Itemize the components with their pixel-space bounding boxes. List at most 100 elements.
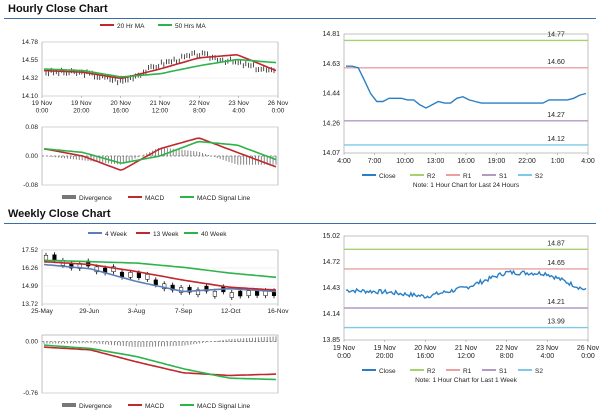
y-tick-label: 14.43	[322, 285, 340, 292]
price-candle	[187, 286, 192, 293]
price-candle	[229, 292, 234, 298]
legend-s1: S1	[499, 368, 507, 375]
x-tick-label: 21 Nov 12:00	[150, 100, 171, 115]
x-tick-label: 16:00	[457, 158, 475, 165]
legend-s2: S2	[535, 173, 543, 180]
x-tick-label: 22 Nov 8:00	[496, 345, 519, 360]
legend-13-week: 13 Week	[153, 231, 179, 238]
series-macd	[43, 137, 277, 171]
y-tick-label: 14.63	[322, 61, 340, 68]
level-label-s2: 13.99	[547, 319, 565, 326]
series-macd-signal-line	[43, 140, 277, 164]
y-tick-label: 14.10	[22, 93, 39, 100]
legend-divergence-swatch	[62, 195, 76, 199]
y-tick-label: 14.78	[22, 39, 39, 46]
x-tick-label: 23 Nov 4:00	[536, 345, 559, 360]
weekly-section-title: Weekly Close Chart	[8, 208, 111, 220]
level-label-r1: 14.60	[547, 59, 565, 66]
legend-20-hr-ma: 20 Hr MA	[117, 23, 145, 30]
x-tick-label: 23 Nov 4:00	[228, 100, 249, 115]
price-candle	[153, 279, 158, 286]
y-tick-label: 14.44	[322, 91, 340, 98]
x-tick-label: 22 Nov 8:00	[189, 100, 210, 115]
y-tick-label: 16.26	[22, 265, 39, 272]
x-tick-label: 25-May	[31, 308, 53, 315]
legend-r2: R2	[427, 173, 436, 180]
legend-r1: R1	[463, 173, 472, 180]
x-tick-label: 13:00	[427, 158, 445, 165]
price-candle	[52, 254, 57, 261]
x-tick-label: 4:00	[337, 158, 351, 165]
legend-50-hrs-ma: 50 Hrs MA	[175, 23, 206, 30]
y-tick-label: 0.00	[25, 339, 38, 346]
level-label-r1: 14.65	[547, 260, 565, 267]
x-tick-label: 1:00	[551, 158, 565, 165]
series-50-hrs-ma	[43, 58, 277, 78]
level-label-s2: 14.12	[547, 136, 565, 143]
price-candle	[128, 272, 133, 278]
y-tick-label: 14.81	[322, 31, 340, 38]
plot-area	[343, 235, 589, 341]
price-candle	[255, 290, 260, 296]
hourly-section-title: Hourly Close Chart	[8, 3, 108, 15]
y-tick-label: -0.76	[23, 390, 38, 397]
series-20-hr-ma	[43, 53, 277, 80]
y-tick-label: 14.26	[322, 120, 340, 127]
level-label-s1: 14.27	[547, 112, 565, 119]
legend-4-week: 4 Week	[105, 231, 128, 238]
x-tick-label: 21 Nov 12:00	[455, 345, 478, 360]
legend-close: Close	[379, 368, 396, 375]
series-40-week	[43, 259, 277, 279]
legend-close: Close	[379, 173, 396, 180]
x-tick-label: 20 Nov 16:00	[414, 345, 437, 360]
y-tick-label: 13.85	[322, 337, 340, 344]
chart-note: Note: 1 Hour Chart for Last 24 Hours	[413, 182, 520, 189]
series-close	[345, 269, 587, 299]
price-candle	[204, 285, 209, 292]
weekly-title-rule	[4, 223, 596, 224]
legend-macd: MACD	[145, 403, 164, 410]
price-candle	[145, 274, 150, 280]
y-tick-label: 17.52	[22, 247, 39, 254]
y-tick-label: 0.00	[25, 153, 38, 160]
y-tick-label: 14.07	[322, 150, 340, 157]
y-tick-label: 14.72	[322, 259, 340, 266]
price-candle	[212, 291, 217, 297]
x-tick-label: 26 Nov 0:00	[577, 345, 600, 360]
legend-s1: S1	[499, 173, 507, 180]
series-13-week	[43, 260, 277, 291]
y-tick-label: -0.08	[23, 182, 38, 189]
x-tick-label: 12-Oct	[221, 308, 241, 315]
x-tick-label: 19 Nov 20:00	[71, 100, 92, 115]
legend-40-week: 40 Week	[201, 231, 227, 238]
level-label-r2: 14.87	[547, 240, 565, 247]
level-label-r2: 14.77	[547, 31, 565, 38]
legend-divergence: Divergence	[79, 403, 112, 410]
legend-r1: R1	[463, 368, 472, 375]
x-tick-label: 4:00	[581, 158, 595, 165]
hourly-macd-chart: 0.08 0.00 -0.08 Divergence MACD MACD Signal L…	[23, 124, 279, 202]
x-tick-label: 10:00	[396, 158, 414, 165]
x-tick-label: 20 Nov 16:00	[110, 100, 131, 115]
y-tick-label: 0.08	[25, 124, 38, 131]
x-tick-label: 22:00	[518, 158, 536, 165]
legend-macd-signal-line: MACD Signal Line	[197, 403, 250, 410]
series-macd	[43, 346, 277, 377]
x-tick-label: 26 Nov 0:00	[268, 100, 289, 115]
x-tick-label: 19 Nov 0:00	[32, 100, 53, 115]
y-tick-label: 14.32	[22, 75, 39, 82]
price-candle	[246, 290, 251, 296]
price-candle	[136, 272, 141, 279]
series-macd-signal-line	[43, 344, 277, 381]
legend-s2: S2	[535, 368, 543, 375]
plot-area	[41, 334, 279, 394]
x-tick-label: 19:00	[488, 158, 506, 165]
level-label-s1: 14.21	[547, 299, 565, 306]
y-tick-label: 14.55	[22, 57, 39, 64]
price-candle	[111, 266, 116, 272]
legend-macd-signal-line: MACD Signal Line	[197, 195, 250, 202]
x-tick-label: 29-Jun	[79, 308, 99, 315]
